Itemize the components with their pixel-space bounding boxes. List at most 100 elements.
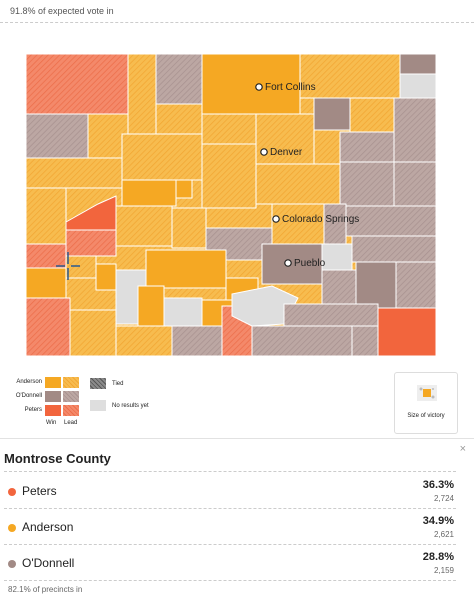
legend-tied-swatch — [90, 378, 106, 389]
result-row-peters: Peters 36.3% 2,724 — [0, 477, 474, 514]
expected-vote-note: 91.8% of expected vote in — [10, 6, 114, 16]
city-marker-icon — [260, 148, 268, 156]
county-logan[interactable] — [313, 97, 351, 131]
county-weld[interactable] — [299, 54, 401, 99]
county-archuleta[interactable] — [115, 325, 173, 356]
candidate-name: Peters — [22, 484, 57, 498]
result-row-anderson: Anderson 34.9% 2,621 — [0, 513, 474, 550]
candidate-pct: 36.3% — [422, 479, 454, 491]
county-baca[interactable] — [377, 307, 436, 356]
legend-row-anderson: Anderson — [8, 376, 81, 388]
legend-candidate-label: Anderson — [16, 379, 42, 385]
close-icon[interactable]: × — [459, 443, 466, 455]
legend-row-peters: Peters — [8, 404, 81, 416]
city-marker-icon — [255, 83, 263, 91]
county-fremont[interactable] — [145, 249, 227, 289]
county-san-miguel[interactable] — [26, 243, 67, 269]
candidate-dot-icon — [8, 524, 16, 532]
county-adams[interactable] — [255, 113, 315, 165]
county-bent[interactable] — [355, 261, 397, 309]
county-garfield[interactable] — [26, 157, 123, 189]
county-las-animas-east[interactable] — [283, 303, 379, 327]
county-la-plata[interactable] — [69, 309, 117, 356]
county-grand[interactable] — [121, 133, 203, 181]
city-fort-collins: Fort Collins — [255, 82, 316, 93]
county-yuma[interactable] — [393, 97, 436, 163]
county-kit-carson[interactable] — [393, 161, 436, 207]
legend-candidate-label: Peters — [24, 407, 42, 413]
county-prowers[interactable] — [395, 261, 436, 309]
city-label: Colorado Springs — [282, 214, 359, 225]
legend-lead-label: Lead — [64, 420, 78, 426]
county-eagle[interactable] — [121, 179, 177, 207]
legend-win-swatch — [45, 404, 61, 416]
county-sedgwick[interactable] — [399, 54, 436, 75]
divider — [4, 544, 456, 545]
legend-win-label: Win — [46, 420, 57, 426]
county-rio-grande[interactable] — [163, 297, 203, 327]
city-colorado-springs: Colorado Springs — [272, 214, 359, 225]
county-ouray[interactable] — [65, 255, 97, 279]
county-washington[interactable] — [339, 131, 395, 163]
county-mineral[interactable] — [137, 285, 165, 327]
size-of-victory-button[interactable]: Size of victory — [394, 372, 458, 434]
county-kiowa[interactable] — [351, 235, 436, 263]
city-pueblo: Pueblo — [284, 258, 326, 269]
county-conejos[interactable] — [171, 325, 223, 356]
size-of-victory-icon — [417, 385, 437, 401]
county-gunnison[interactable] — [115, 205, 173, 247]
legend-no-results-label: No results yet — [112, 402, 149, 409]
county-las-animas[interactable] — [251, 325, 353, 356]
county-teller[interactable] — [205, 227, 273, 261]
city-marker-icon — [284, 259, 292, 267]
legend-tied-label: Tied — [112, 380, 124, 387]
county-results-panel: Montrose County × Peters 36.3% 2,724 And… — [0, 438, 474, 607]
county-mesa[interactable] — [26, 187, 67, 245]
county-arapahoe[interactable] — [255, 163, 341, 205]
county-pueblo[interactable] — [261, 243, 323, 285]
county-dolores[interactable] — [26, 267, 67, 299]
county-lincoln[interactable] — [339, 161, 395, 207]
county-moffat[interactable] — [26, 54, 129, 115]
county-hinsdale[interactable] — [95, 263, 117, 291]
county-chaffee[interactable] — [171, 207, 207, 249]
legend-no-results: No results yet — [90, 400, 149, 411]
county-cheyenne[interactable] — [345, 205, 436, 237]
city-label: Denver — [270, 147, 303, 158]
city-marker-icon — [272, 215, 280, 223]
county-morgan[interactable] — [349, 97, 395, 133]
city-denver: Denver — [260, 147, 303, 158]
legend-win-swatch — [45, 390, 61, 402]
legend-lead-swatch — [63, 390, 79, 402]
crosshair-cursor-icon — [56, 252, 80, 280]
legend-no-results-swatch — [90, 400, 106, 411]
divider — [4, 580, 456, 581]
map-legend: Anderson O'Donnell Peters Win Lead Tied … — [8, 372, 208, 432]
county-montezuma[interactable] — [26, 297, 71, 356]
candidate-votes: 2,159 — [433, 566, 454, 575]
candidate-name: O'Donnell — [22, 556, 75, 570]
county-otero[interactable] — [321, 269, 357, 309]
county-boulder[interactable] — [201, 113, 257, 145]
legend-candidate-label: O'Donnell — [15, 393, 42, 399]
county-summit[interactable] — [175, 179, 193, 199]
county-rio-blanco[interactable] — [26, 113, 89, 159]
county-jefferson[interactable] — [201, 143, 257, 209]
city-label: Fort Collins — [265, 82, 316, 93]
county-routt[interactable] — [127, 54, 157, 135]
county-larimer[interactable] — [201, 54, 301, 115]
candidate-pct: 34.9% — [422, 515, 454, 527]
county-baca-west[interactable] — [351, 325, 379, 356]
top-divider — [0, 22, 474, 23]
city-label: Pueblo — [294, 258, 326, 269]
county-crowley[interactable] — [321, 243, 353, 271]
divider — [4, 471, 456, 472]
candidate-pct: 28.8% — [422, 551, 454, 563]
county-montrose[interactable] — [65, 229, 117, 257]
candidate-votes: 2,724 — [433, 494, 454, 503]
colorado-county-map[interactable]: Fort Collins Denver Colorado Springs Pue… — [26, 54, 436, 356]
county-jackson[interactable] — [155, 54, 203, 105]
county-phillips[interactable] — [399, 73, 436, 99]
legend-lead-swatch — [63, 376, 79, 388]
result-row-odonnell: O'Donnell 28.8% 2,159 — [0, 549, 474, 586]
